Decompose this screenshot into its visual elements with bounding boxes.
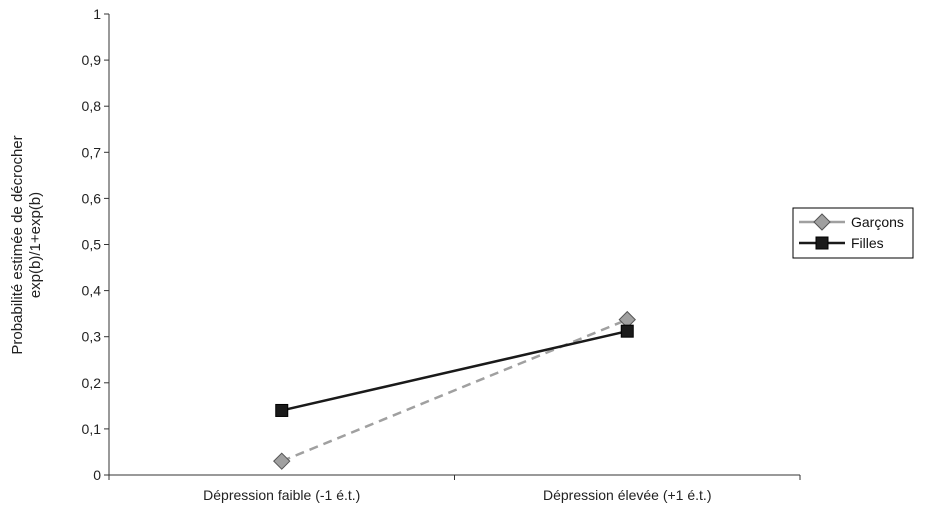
x-tick-label: Dépression élevée (+1 é.t.) xyxy=(543,487,711,503)
series-1 xyxy=(275,324,634,417)
legend-entry: Garçons xyxy=(799,213,904,231)
y-tick-label: 0,2 xyxy=(82,375,102,391)
y-tick-label: 0,9 xyxy=(82,52,102,68)
axes xyxy=(108,14,800,476)
legend: Garçons Filles xyxy=(792,207,914,259)
series-0-point xyxy=(273,452,291,470)
y-tick-label: 0,7 xyxy=(82,144,102,160)
y-axis-title-line-2: exp(b)/1+exp(b) xyxy=(27,192,44,298)
y-tick-label: 0 xyxy=(93,467,101,483)
y-tick-label: 0,6 xyxy=(82,190,102,206)
legend-swatch-marker xyxy=(815,236,829,250)
legend-frame xyxy=(792,207,914,259)
y-ticks: 0 0,1 0,2 0,3 0,4 0,5 0,6 0,7 0,8 0,9 1 xyxy=(82,6,109,483)
y-tick-label: 0,3 xyxy=(82,329,102,345)
x-ticks: Dépression faible (-1 é.t.) Dépression él… xyxy=(108,475,801,503)
series-0-line xyxy=(281,318,628,463)
series-1-line xyxy=(281,329,628,412)
series-0 xyxy=(273,310,636,470)
series-1-point xyxy=(275,403,289,417)
y-tick-label: 0,5 xyxy=(82,237,102,253)
y-tick-label: 0,8 xyxy=(82,98,102,114)
legend-label: Garçons xyxy=(851,214,904,230)
legend-label: Filles xyxy=(851,235,884,251)
y-tick-label: 1 xyxy=(93,6,101,22)
series-1-point xyxy=(620,324,634,338)
legend-swatch-marker xyxy=(813,213,831,231)
y-axis-title: Probabilité estimée de décrocher exp(b)/… xyxy=(9,135,44,354)
y-tick-label: 0,4 xyxy=(82,283,102,299)
x-tick-label: Dépression faible (-1 é.t.) xyxy=(203,487,360,503)
series-layer xyxy=(273,310,636,470)
y-tick-label: 0,1 xyxy=(82,421,102,437)
legend-entry: Filles xyxy=(799,235,884,251)
y-axis-title-line-1: Probabilité estimée de décrocher xyxy=(9,135,26,354)
